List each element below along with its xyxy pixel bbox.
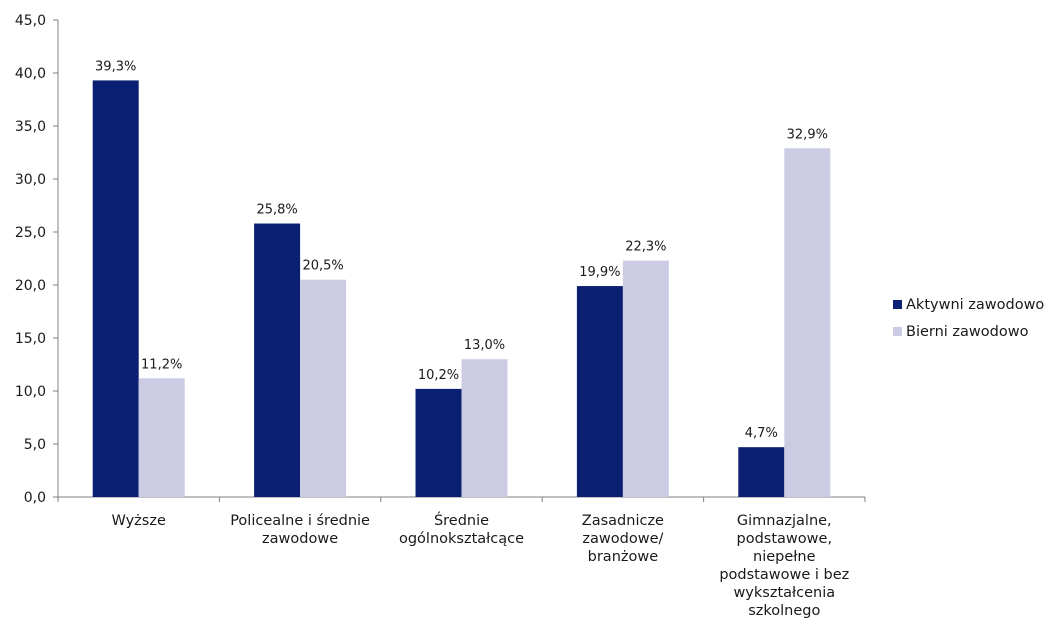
- bar-aktywni: [415, 388, 462, 497]
- data-label: 10,2%: [418, 368, 459, 383]
- x-tick-label: Gimnazjalne, podstawowe, niepełne podstawow…: [719, 513, 849, 619]
- legend-item-series-0: Aktywni zawodowo: [893, 296, 1044, 313]
- bar-aktywni: [254, 223, 301, 497]
- x-tick-label-line: szkolnego: [748, 603, 820, 619]
- bar-aktywni: [92, 80, 139, 498]
- y-tick-label: 45,0: [15, 13, 46, 29]
- legend-item-series-1: Bierni zawodowo: [893, 323, 1044, 340]
- x-tick-label-line: Policealne i średnie: [230, 513, 370, 529]
- y-tick-label: 40,0: [15, 66, 46, 82]
- y-tick-label: 30,0: [15, 172, 46, 188]
- data-label: 22,3%: [625, 240, 666, 255]
- data-label: 32,9%: [787, 127, 828, 142]
- x-tick-label-line: wykształcenia: [733, 585, 835, 601]
- x-tick-label-line: branżowe: [588, 549, 659, 565]
- x-tick-label-line: Wyższe: [112, 513, 166, 529]
- bar-bierni: [461, 359, 508, 497]
- legend-label: Bierni zawodowo: [906, 323, 1029, 340]
- x-tick-label-line: Średnie: [434, 511, 489, 529]
- x-tick-label-line: podstawowe,: [737, 531, 833, 547]
- y-tick-label: 15,0: [15, 331, 46, 347]
- y-tick-label: 25,0: [15, 225, 46, 241]
- legend: Aktywni zawodowo Bierni zawodowo: [893, 296, 1044, 350]
- bar-aktywni: [738, 447, 785, 497]
- x-tick-label-line: Zasadnicze: [582, 513, 664, 529]
- x-tick-label-line: Gimnazjalne,: [737, 513, 832, 529]
- bar-bierni: [138, 378, 185, 497]
- data-label: 20,5%: [302, 259, 343, 274]
- y-tick-label: 35,0: [15, 119, 46, 135]
- x-tick-label-line: zawodowe/: [582, 531, 663, 547]
- legend-swatch: [893, 300, 902, 309]
- data-label: 4,7%: [745, 426, 778, 441]
- data-label: 39,3%: [95, 59, 136, 74]
- y-tick-label: 20,0: [15, 278, 46, 294]
- data-label: 13,0%: [464, 338, 505, 353]
- x-tick-label: Zasadnicze zawodowe/branżowe: [582, 513, 664, 565]
- x-tick-label: Wyższe: [112, 513, 166, 529]
- bar-bierni: [300, 279, 347, 497]
- legend-swatch: [893, 327, 902, 336]
- y-tick-label: 10,0: [15, 384, 46, 400]
- data-label: 11,2%: [141, 357, 182, 372]
- legend-label: Aktywni zawodowo: [906, 296, 1045, 313]
- y-tick-label: 5,0: [24, 437, 46, 453]
- bar-bierni: [784, 148, 831, 497]
- data-label: 19,9%: [579, 265, 620, 280]
- x-tick-label: Policealne i średnie zawodowe: [230, 513, 370, 547]
- data-label: 25,8%: [256, 203, 297, 218]
- x-tick-label-line: ogólnokształcące: [399, 531, 524, 547]
- bar-aktywni: [576, 286, 623, 497]
- x-tick-label: Średnie ogólnokształcące: [399, 511, 524, 547]
- x-tick-label-line: niepełne: [753, 549, 816, 565]
- bar-bierni: [622, 260, 669, 497]
- y-tick-label: 0,0: [24, 490, 46, 506]
- x-tick-label-line: zawodowe: [262, 531, 338, 547]
- x-tick-label-line: podstawowe i bez: [719, 567, 849, 583]
